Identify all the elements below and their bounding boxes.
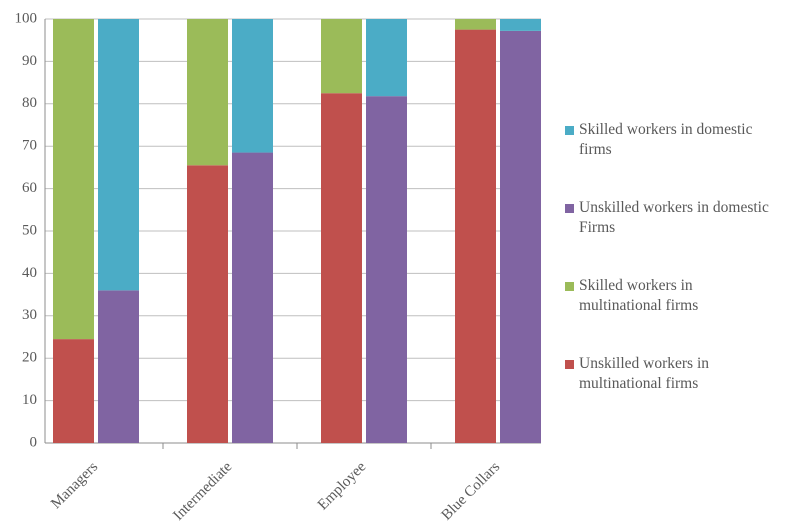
legend-label: Skilled workers in multinational firms (579, 277, 699, 314)
bar-segment (321, 93, 362, 443)
x-tick-label: Blue Collars (439, 459, 504, 524)
bar-segment (455, 19, 496, 30)
bar-segment (187, 19, 228, 166)
bar-segment (366, 19, 407, 97)
y-tick-label: 20 (22, 350, 37, 366)
legend-item: Unskilled workers in multinational firms (565, 354, 790, 432)
y-tick-label: 90 (22, 53, 37, 69)
legend-item: Skilled workers in domestic firms (565, 120, 790, 198)
bar-segment (500, 30, 541, 443)
bar-segment (455, 29, 496, 443)
legend-label: Skilled workers in domestic firms (579, 121, 753, 158)
legend-swatch (565, 204, 574, 213)
bar-segment (53, 339, 94, 443)
legend-item: Unskilled workers in domestic Firms (565, 198, 790, 276)
y-tick-label: 10 (22, 392, 37, 408)
y-tick-label: 100 (15, 10, 38, 26)
x-tick-label: Managers (48, 459, 101, 512)
bar-segment (53, 19, 94, 340)
y-tick-label: 70 (22, 138, 37, 154)
y-tick-label: 40 (22, 265, 37, 281)
legend-swatch (565, 282, 574, 291)
y-tick-label: 80 (22, 95, 37, 111)
bar-segment (366, 96, 407, 443)
y-tick-label: 60 (22, 180, 37, 196)
x-tick-label: Employee (315, 459, 370, 514)
legend-label: Unskilled workers in multinational firms (579, 355, 710, 392)
legend-swatch (565, 126, 574, 135)
y-tick-label: 0 (30, 434, 38, 450)
y-tick-label: 50 (22, 222, 37, 238)
bar-segment (98, 290, 139, 443)
y-tick-label: 30 (22, 307, 37, 323)
x-tick-label: Intermediate (170, 459, 235, 524)
legend: Skilled workers in domestic firms Unskill… (565, 120, 790, 432)
bar-segment (187, 165, 228, 443)
legend-label: Unskilled workers in domestic Firms (579, 199, 769, 236)
bar-segment (232, 152, 273, 443)
bar-segment (232, 19, 273, 153)
bar-segment (98, 19, 139, 291)
bar-segment (500, 19, 541, 31)
legend-swatch (565, 360, 574, 369)
legend-item: Skilled workers in multinational firms (565, 276, 790, 354)
bar-segment (321, 19, 362, 94)
